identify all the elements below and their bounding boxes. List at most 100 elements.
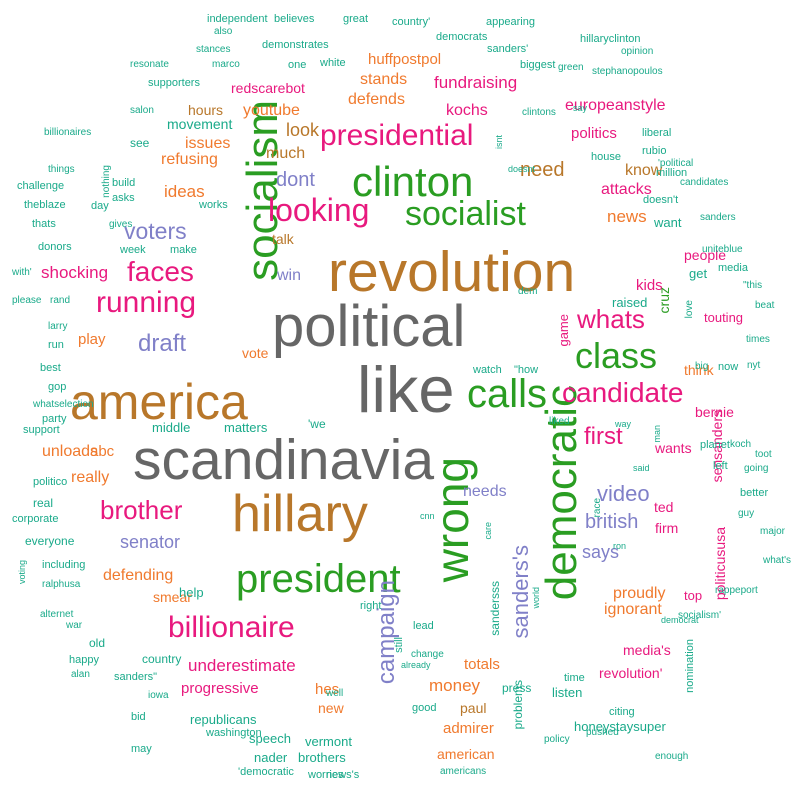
cloud-word: game	[556, 314, 571, 347]
cloud-word: need	[520, 159, 565, 181]
cloud-word: enough	[655, 751, 689, 762]
cloud-word: believes	[274, 13, 315, 25]
cloud-word: politico	[33, 476, 68, 488]
cloud-word: america	[70, 374, 248, 430]
cloud-word: president	[236, 557, 401, 601]
cloud-word: time	[564, 672, 585, 684]
cloud-word: news	[607, 207, 647, 226]
cloud-word: asks	[112, 192, 135, 204]
cloud-word: really	[71, 469, 110, 486]
cloud-word: nomination	[684, 639, 696, 693]
cloud-word: refusing	[161, 151, 218, 168]
cloud-word: alan	[71, 669, 90, 680]
cloud-word: senator	[120, 532, 181, 552]
cloud-word: cnn	[420, 511, 435, 521]
cloud-word: billionaires	[44, 127, 92, 138]
cloud-word: please	[12, 295, 42, 306]
cloud-word: hours	[188, 102, 224, 118]
cloud-word: huffpostpol	[368, 51, 442, 68]
cloud-word: political	[272, 294, 466, 359]
cloud-word: money	[429, 676, 481, 695]
cloud-word: matters	[224, 420, 268, 435]
cloud-word: country	[142, 652, 182, 666]
cloud-word: pushed	[586, 727, 619, 738]
cloud-word: things	[48, 164, 75, 175]
cloud-word: build	[112, 177, 136, 189]
cloud-word: planet	[700, 439, 730, 451]
cloud-word: nothing	[101, 165, 112, 198]
cloud-word: shocking	[41, 263, 109, 282]
cloud-word: sanders	[700, 212, 736, 223]
cloud-word: better	[740, 487, 769, 499]
cloud-word: brother	[100, 495, 183, 525]
cloud-word: democrat	[661, 615, 699, 625]
cloud-word: larry	[48, 321, 68, 332]
cloud-word: american	[437, 746, 495, 762]
cloud-word: make	[170, 244, 197, 256]
cloud-word: love	[684, 300, 695, 319]
cloud-word: help	[179, 585, 204, 600]
cloud-word: well	[326, 688, 344, 699]
cloud-word: independent	[207, 13, 268, 25]
cloud-word: "how	[514, 364, 539, 376]
cloud-word: 'political	[658, 158, 694, 169]
cloud-word: win	[277, 267, 302, 284]
cloud-word: going	[744, 463, 769, 474]
cloud-word: looking	[268, 192, 370, 228]
cloud-word: clintons	[522, 107, 556, 118]
cloud-word: doesnt	[508, 164, 536, 174]
cloud-word: 'democratic	[238, 766, 294, 778]
cloud-word: hillary	[232, 485, 368, 543]
cloud-word: fundraising	[434, 73, 518, 92]
cloud-word: with'	[12, 267, 32, 278]
cloud-word: isnt	[494, 135, 504, 150]
cloud-word: one	[288, 59, 307, 71]
cloud-word: good	[412, 702, 437, 714]
cloud-word: media	[718, 262, 748, 274]
cloud-word: first	[584, 423, 623, 450]
cloud-word: best	[40, 362, 61, 374]
cloud-word: republicans	[190, 712, 257, 727]
cloud-word: uniteblue	[702, 244, 743, 255]
cloud-word: vote	[242, 345, 269, 361]
cloud-word: firm	[655, 520, 679, 536]
cloud-word: war	[66, 620, 83, 631]
cloud-word: sanders"	[114, 671, 158, 683]
cloud-word: paul	[460, 700, 487, 716]
cloud-word: campaign	[373, 580, 400, 685]
cloud-word: salon	[130, 105, 154, 116]
cloud-word: get	[689, 266, 708, 281]
cloud-word: ralphusa	[42, 579, 81, 590]
cloud-word: nyt	[747, 360, 761, 371]
cloud-word: country'	[392, 16, 431, 28]
cloud-word: abc	[90, 443, 115, 460]
cloud-word: everyone	[25, 534, 75, 548]
cloud-word: revolution'	[599, 665, 663, 681]
cloud-word: 'we	[308, 417, 326, 431]
cloud-word: listen	[552, 685, 583, 700]
cloud-word: liberal	[642, 127, 672, 139]
cloud-word: what's	[763, 555, 792, 566]
cloud-word: happy	[69, 654, 99, 666]
cloud-word: right	[360, 600, 382, 612]
cloud-word: faces	[127, 256, 194, 287]
cloud-word: wants	[655, 440, 692, 456]
cloud-word: says	[582, 542, 620, 562]
cloud-word: rand	[50, 295, 71, 306]
cloud-word: still	[393, 637, 405, 653]
cloud-word: run	[48, 339, 64, 351]
cloud-word: gop	[48, 381, 67, 393]
cloud-word: news's	[326, 769, 360, 781]
cloud-word: billionaire	[168, 611, 295, 644]
cloud-word: lead	[413, 620, 434, 632]
cloud-word: presidential	[320, 119, 474, 152]
cloud-word: vermont	[305, 734, 352, 749]
cloud-word: also	[214, 26, 233, 37]
cloud-word: kids	[636, 277, 663, 294]
cloud-word: biggest	[520, 59, 556, 71]
cloud-word: house	[591, 151, 621, 163]
cloud-word: politics	[571, 125, 617, 142]
cloud-word: ted	[654, 499, 674, 515]
cloud-word: candidate	[562, 377, 684, 408]
cloud-word: touting	[704, 310, 744, 325]
